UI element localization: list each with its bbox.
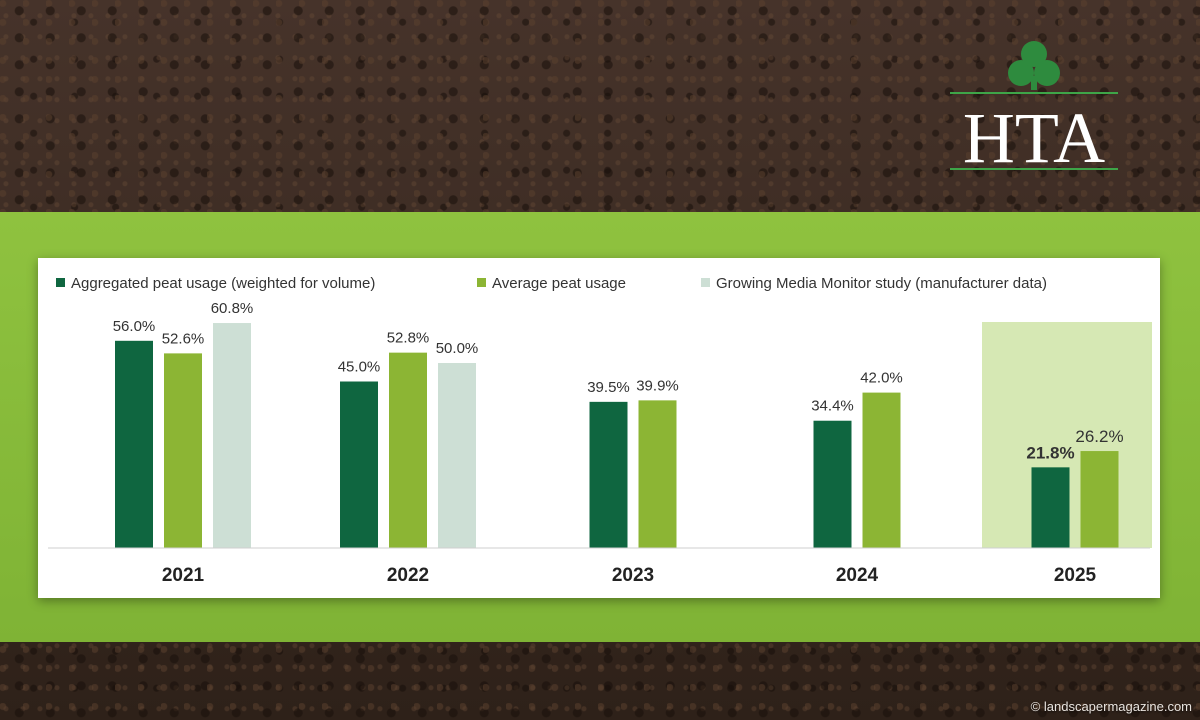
- legend-swatch-2: [701, 278, 710, 287]
- value-label-2022-series-2: 50.0%: [436, 340, 479, 357]
- category-label-2022: 2022: [387, 565, 429, 586]
- bar-2022-series-0: [340, 381, 378, 548]
- legend-label-1: Average peat usage: [492, 275, 626, 292]
- shamrock-icon: [1008, 41, 1060, 90]
- logo-top-line: [950, 92, 1118, 94]
- bar-2021-series-2: [213, 323, 251, 548]
- legend-label-0: Aggregated peat usage (weighted for volu…: [71, 275, 375, 292]
- bar-2023-series-1: [638, 400, 677, 548]
- value-label-2021-series-1: 52.6%: [162, 330, 205, 347]
- legend-swatch-1: [477, 278, 486, 287]
- value-label-2023-series-1: 39.9%: [636, 377, 679, 394]
- bar-2022-series-2: [438, 363, 476, 548]
- value-label-2021-series-2: 60.8%: [211, 300, 254, 317]
- bar-2021-series-1: [164, 353, 202, 548]
- value-label-2022-series-0: 45.0%: [338, 359, 381, 376]
- category-label-2021: 2021: [162, 565, 205, 586]
- bar-2024-series-0: [813, 420, 852, 548]
- peat-usage-chart: Aggregated peat usage (weighted for volu…: [48, 275, 1152, 586]
- image-credit: © landscapermagazine.com: [1030, 699, 1192, 714]
- legend-label-2: Growing Media Monitor study (manufacture…: [716, 275, 1047, 292]
- hta-logo: HTA: [948, 40, 1120, 178]
- bar-2022-series-1: [389, 352, 427, 548]
- logo-bottom-line: [950, 168, 1118, 170]
- value-label-2023-series-0: 39.5%: [587, 379, 630, 396]
- value-label-2021-series-0: 56.0%: [113, 318, 156, 335]
- chart-card: Aggregated peat usage (weighted for volu…: [38, 258, 1160, 598]
- value-label-2025-series-0: 21.8%: [1026, 443, 1074, 462]
- value-label-2024-series-0: 34.4%: [811, 398, 854, 415]
- bar-2024-series-1: [862, 392, 901, 548]
- category-label-2024: 2024: [836, 565, 879, 586]
- value-label-2025-series-1: 26.2%: [1075, 427, 1123, 446]
- legend-swatch-0: [56, 278, 65, 287]
- logo-text: HTA: [963, 98, 1105, 176]
- category-label-2025: 2025: [1054, 565, 1097, 586]
- bar-2025-series-1: [1080, 451, 1119, 548]
- bar-2025-series-0: [1031, 467, 1070, 548]
- bar-2023-series-0: [589, 401, 628, 548]
- category-label-2023: 2023: [612, 565, 654, 586]
- value-label-2024-series-1: 42.0%: [860, 370, 903, 387]
- value-label-2022-series-1: 52.8%: [387, 330, 430, 347]
- bar-2021-series-0: [115, 340, 153, 548]
